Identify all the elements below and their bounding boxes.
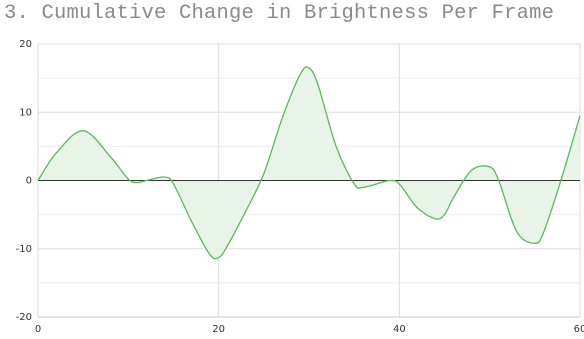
label-layer: -20 -10 0 10 20 0 20 40 60 <box>16 39 584 335</box>
y-tick-label: 10 <box>19 107 32 118</box>
x-tick-label: 0 <box>35 324 41 335</box>
y-tick-label: -20 <box>16 312 32 323</box>
x-tick-label: 40 <box>393 324 406 335</box>
line-layer <box>37 66 581 260</box>
chart-title: 3. Cumulative Change in Brightness Per F… <box>4 2 555 25</box>
x-tick-label: 20 <box>212 324 225 335</box>
series-line <box>37 66 581 260</box>
y-tick-label: 0 <box>26 176 32 187</box>
y-tick-label: 20 <box>19 39 32 50</box>
area-fill <box>38 66 580 259</box>
y-tick-label: -10 <box>16 244 32 255</box>
area-layer <box>38 66 580 259</box>
x-tick-label: 60 <box>574 324 584 335</box>
